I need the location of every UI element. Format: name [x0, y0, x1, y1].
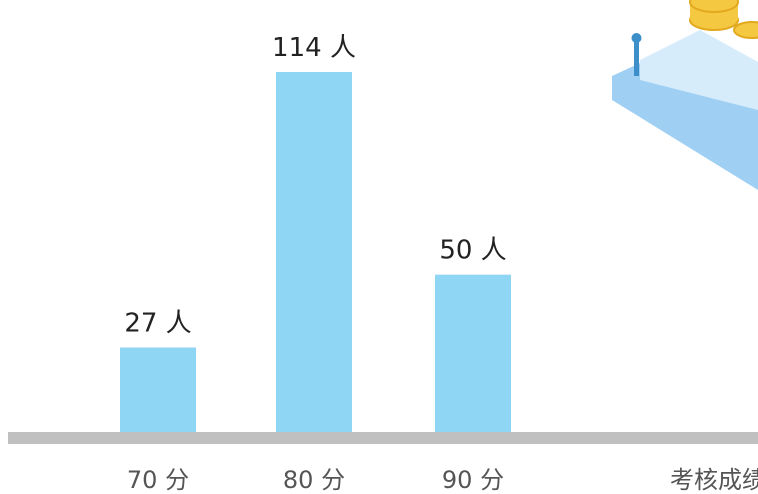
pole-icon: [634, 40, 639, 76]
x-tick-label: 70 分: [127, 466, 189, 494]
x-axis-title: 考核成绩: [670, 466, 758, 494]
bar-3: [435, 274, 511, 433]
x-tick-label: 90 分: [442, 466, 504, 494]
coin-top-icon: [689, 0, 739, 13]
x-axis-line: [8, 432, 758, 444]
x-tick-label: 80 分: [283, 466, 345, 494]
bar-2: [276, 72, 352, 433]
bar-value-label: 50 人: [439, 236, 506, 266]
pole-top-icon: [631, 33, 642, 43]
bars-group: [120, 72, 511, 433]
data-labels-group: 27 人 114 人 50 人: [124, 33, 506, 339]
bar-value-label: 27 人: [124, 309, 191, 339]
bar-value-label: 114 人: [272, 33, 356, 63]
x-tick-labels-group: 70 分 80 分 90 分: [127, 466, 504, 494]
isometric-coins-stairs-illustration-icon: [612, 0, 758, 190]
stair-step-upper-icon: [640, 30, 758, 110]
bar-1: [120, 347, 196, 433]
coin-icon: [733, 21, 758, 39]
